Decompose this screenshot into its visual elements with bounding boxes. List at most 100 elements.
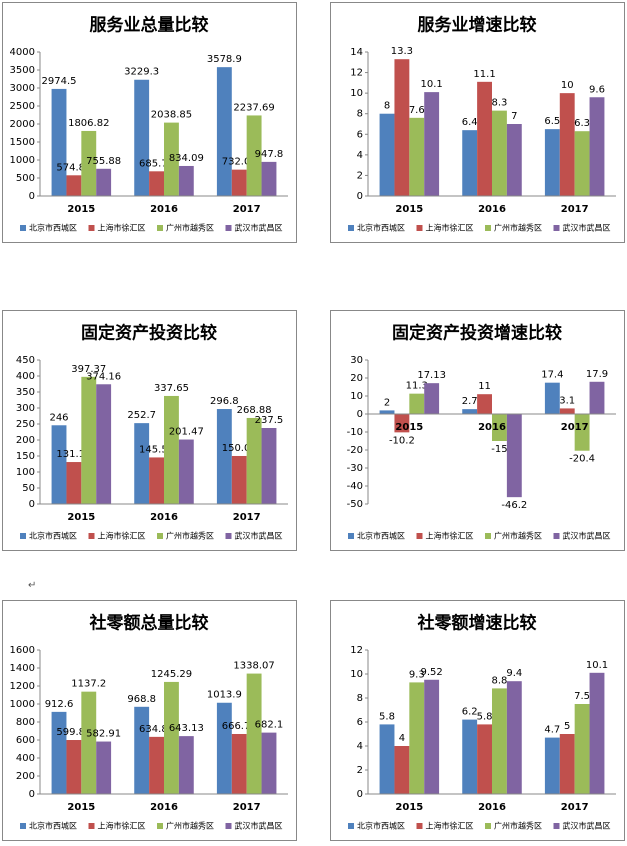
x-tick-label: 2016 (478, 204, 506, 215)
bar (492, 688, 507, 794)
data-label: 10.1 (421, 79, 443, 90)
x-tick-label: 2017 (561, 802, 589, 813)
bar (164, 122, 179, 196)
legend-label: 广州市越秀区 (494, 531, 542, 541)
legend-swatch (225, 533, 232, 539)
data-label: 2974.5 (42, 76, 77, 87)
x-tick-label: 2016 (150, 204, 178, 215)
y-tick-label: 100 (16, 467, 35, 478)
chart: 社零额增速比较0246810125.849.39.5220156.25.88.8… (330, 600, 625, 841)
legend-label: 武汉市武昌区 (563, 821, 611, 831)
paragraph-mark: ↵ (28, 580, 36, 591)
data-label: 11.1 (473, 69, 495, 80)
legend-swatch (416, 533, 423, 539)
y-tick-label: 2 (357, 170, 363, 181)
y-tick-label: 1000 (10, 699, 35, 710)
chart: 固定资产投资增速比较 -50 -40 -30 -20 -10 0 10 20 30 2 -10.2 11… (330, 310, 625, 551)
chart-title: 固定资产投资比较 (81, 323, 217, 344)
bar (462, 409, 478, 414)
bar (178, 439, 194, 504)
data-label: 2237.69 (233, 102, 274, 113)
x-tick-label: 2015 (67, 802, 95, 813)
y-tick-label: 20 (350, 373, 363, 384)
legend-label: 北京市西城区 (357, 531, 405, 541)
y-tick-label: 250 (16, 419, 35, 430)
y-tick-label: 800 (16, 717, 35, 728)
legend-swatch (225, 823, 232, 829)
data-label: 3.1 (559, 395, 575, 406)
data-label: 834.09 (169, 153, 204, 164)
legend-swatch (348, 823, 354, 829)
y-tick-label: 150 (16, 451, 35, 462)
legend-swatch (348, 533, 354, 539)
bar (149, 171, 164, 196)
y-tick-label: -40 (347, 481, 363, 492)
data-label: 17.4 (541, 370, 563, 381)
legend-swatch (485, 225, 491, 231)
y-tick-label: 400 (16, 371, 35, 382)
y-tick-label: 200 (16, 435, 35, 446)
bar (96, 384, 112, 504)
legend-swatch (20, 823, 26, 829)
bar (51, 88, 67, 196)
legend-label: 上海市徐汇区 (98, 223, 146, 233)
y-tick-label: -10 (347, 427, 363, 438)
bar (589, 672, 605, 794)
legend-label: 上海市徐汇区 (98, 531, 146, 541)
y-tick-label: 1400 (10, 663, 35, 674)
bar (462, 719, 478, 794)
legend-label: 北京市西城区 (357, 223, 405, 233)
y-tick-label: -20 (347, 445, 363, 456)
data-label: 1245.29 (151, 669, 192, 680)
bar (477, 394, 492, 414)
legend-label: 广州市越秀区 (166, 223, 214, 233)
data-label: 666.74 (222, 721, 257, 732)
bar (574, 414, 590, 451)
data-label: 145.52 (139, 444, 174, 455)
y-tick-label: 6 (357, 129, 363, 140)
y-tick-label: 400 (16, 753, 35, 764)
data-label: -46.2 (501, 500, 527, 511)
legend-label: 北京市西城区 (357, 821, 405, 831)
data-label: 947.8 (255, 149, 284, 160)
bar (164, 395, 179, 504)
legend-label: 北京市西城区 (29, 223, 77, 233)
data-label: 8 (384, 101, 390, 112)
bar (506, 124, 522, 196)
y-tick-label: 450 (16, 355, 35, 366)
data-label: 1338.07 (233, 661, 274, 672)
bar (96, 741, 112, 794)
y-tick-label: 600 (16, 735, 35, 746)
bar (462, 130, 478, 196)
bar (492, 414, 507, 441)
bar (492, 110, 507, 196)
data-label: 5.8 (379, 711, 395, 722)
x-tick-label: 2016 (150, 512, 178, 523)
bar (164, 681, 179, 794)
bar (394, 59, 410, 197)
bar (66, 462, 82, 504)
chart-title: 社零额总量比较 (89, 613, 209, 634)
data-label: 2 (384, 397, 390, 408)
x-tick-label: 2015 (67, 204, 95, 215)
x-tick-label: 2017 (561, 422, 589, 433)
data-label: 13.3 (391, 46, 413, 57)
y-tick-label: 1200 (10, 681, 35, 692)
legend-swatch (20, 533, 26, 539)
y-tick-label: 3000 (10, 83, 35, 94)
bar (246, 115, 262, 196)
chart: 服务业增速比较 0 2 4 6 8 10 12 14 8 13.3 7.6 10.1 2015 6.4 11.… (330, 2, 625, 243)
bar (559, 93, 575, 196)
legend-swatch (553, 823, 560, 829)
data-label: 1013.9 (207, 690, 242, 701)
y-tick-label: 4 (357, 741, 363, 752)
bar (379, 724, 395, 794)
data-label: 968.8 (127, 694, 156, 705)
data-label: 7.5 (574, 691, 590, 702)
chart: 固定资产投资比较 0 50 100 150 200 250 300 350 400 450 246 13… (2, 310, 297, 551)
x-tick-label: 2016 (150, 802, 178, 813)
y-tick-label: 1500 (10, 137, 35, 148)
data-label: 8.3 (491, 98, 507, 109)
chart: 服务业总量比较 0 500 1000 1500 2000 2500 3000 3500 4000 2… (2, 2, 297, 243)
data-label: 634.86 (139, 724, 174, 735)
